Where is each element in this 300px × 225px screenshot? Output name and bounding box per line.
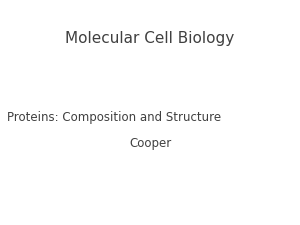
Text: Cooper: Cooper	[129, 137, 171, 151]
Text: Proteins: Composition and Structure: Proteins: Composition and Structure	[7, 110, 221, 124]
Text: Molecular Cell Biology: Molecular Cell Biology	[65, 31, 235, 46]
